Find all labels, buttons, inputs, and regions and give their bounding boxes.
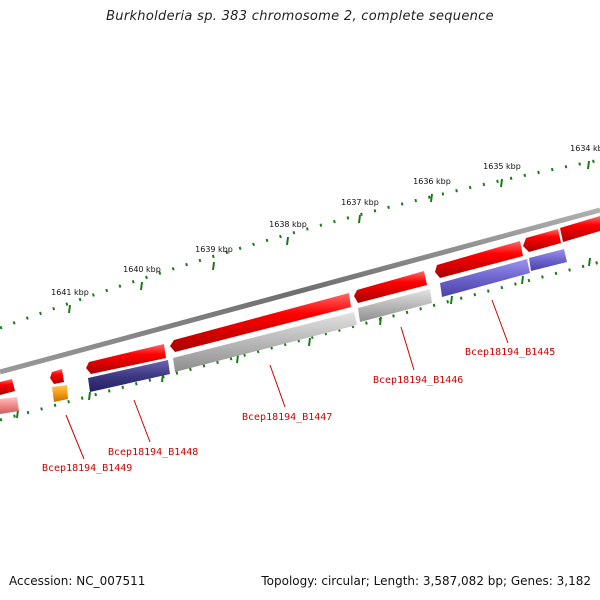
scale-tick-mark — [68, 304, 71, 314]
scale-ticks: 1634 kbp 1635 kbp 1636 kbp 1637 kbp 1638 kbp… — [51, 144, 600, 314]
scale-tick-mark — [587, 160, 590, 170]
cds-features — [0, 249, 567, 414]
inner-tick-mark — [450, 295, 453, 305]
scale-tick-mark — [430, 193, 433, 203]
scale-tick-label: 1641 kbp — [51, 288, 89, 297]
gene-arrow-b1449[interactable] — [50, 369, 64, 384]
gene-arrow-b1447[interactable] — [170, 293, 351, 352]
cds-b1445[interactable] — [440, 259, 530, 297]
inner-tick-mark — [308, 337, 311, 347]
gene-labels: Bcep18194_B1445 Bcep18194_B1446 Bcep1819… — [42, 347, 555, 474]
scale-tick-mark — [286, 236, 289, 246]
scale-tick-label: 1634 kbp — [570, 144, 600, 153]
gene-label-b1449[interactable]: Bcep18194_B1449 — [42, 463, 132, 474]
inner-tick-mark — [379, 316, 382, 326]
gene-label-b1447[interactable]: Bcep18194_B1447 — [242, 412, 332, 423]
gene-arrow-b1445b[interactable] — [560, 216, 600, 242]
inner-tick-mark — [88, 391, 91, 401]
scale-tick-label: 1639 kbp — [195, 245, 233, 254]
scale-tick-label: 1636 kbp — [413, 177, 451, 186]
gene-features — [0, 216, 600, 395]
gene-label-b1445[interactable]: Bcep18194_B1445 — [465, 347, 555, 358]
gene-arrow-left-edge[interactable] — [0, 379, 15, 395]
scale-tick-mark — [358, 214, 361, 224]
scale-tick-label: 1635 kbp — [483, 162, 521, 171]
inner-tick-mark — [16, 409, 19, 419]
gene-label-b1448[interactable]: Bcep18194_B1448 — [108, 447, 198, 458]
cds-b1449[interactable] — [52, 385, 68, 402]
inner-ticks — [16, 257, 591, 419]
gene-arrow-b1448[interactable] — [86, 344, 166, 374]
cds-b1446[interactable] — [358, 289, 432, 322]
genome-summary: Topology: circular; Length: 3,587,082 bp… — [261, 574, 591, 588]
gene-arrow-b1445a[interactable] — [523, 229, 561, 252]
scale-tick-mark — [140, 281, 143, 291]
inner-tick-mark — [236, 354, 239, 364]
inner-track — [0, 260, 600, 422]
leader-lines — [65, 299, 509, 460]
scale-tick-mark — [212, 261, 215, 271]
scale-tick-label: 1640 kbp — [123, 265, 161, 274]
gene-arrow-b1446[interactable] — [354, 271, 427, 303]
gene-arrow-b1445[interactable] — [435, 241, 523, 278]
cds-b1445b[interactable] — [529, 249, 567, 271]
scale-tick-mark — [500, 178, 503, 188]
gene-label-b1446[interactable]: Bcep18194_B1446 — [373, 375, 463, 386]
accession-text: Accession: NC_007511 — [9, 574, 146, 588]
inner-tick-mark — [521, 275, 524, 285]
scale-tick-label: 1637 kbp — [341, 198, 379, 207]
inner-tick-mark — [588, 257, 591, 267]
cds-left-edge[interactable] — [0, 397, 19, 414]
map-title: Burkholderia sp. 383 chromosome 2, compl… — [106, 9, 494, 24]
chromosome-backbone — [0, 207, 600, 375]
cds-b1448[interactable] — [88, 360, 170, 392]
cds-b1447[interactable] — [173, 312, 357, 372]
scale-tick-label: 1638 kbp — [269, 220, 307, 229]
